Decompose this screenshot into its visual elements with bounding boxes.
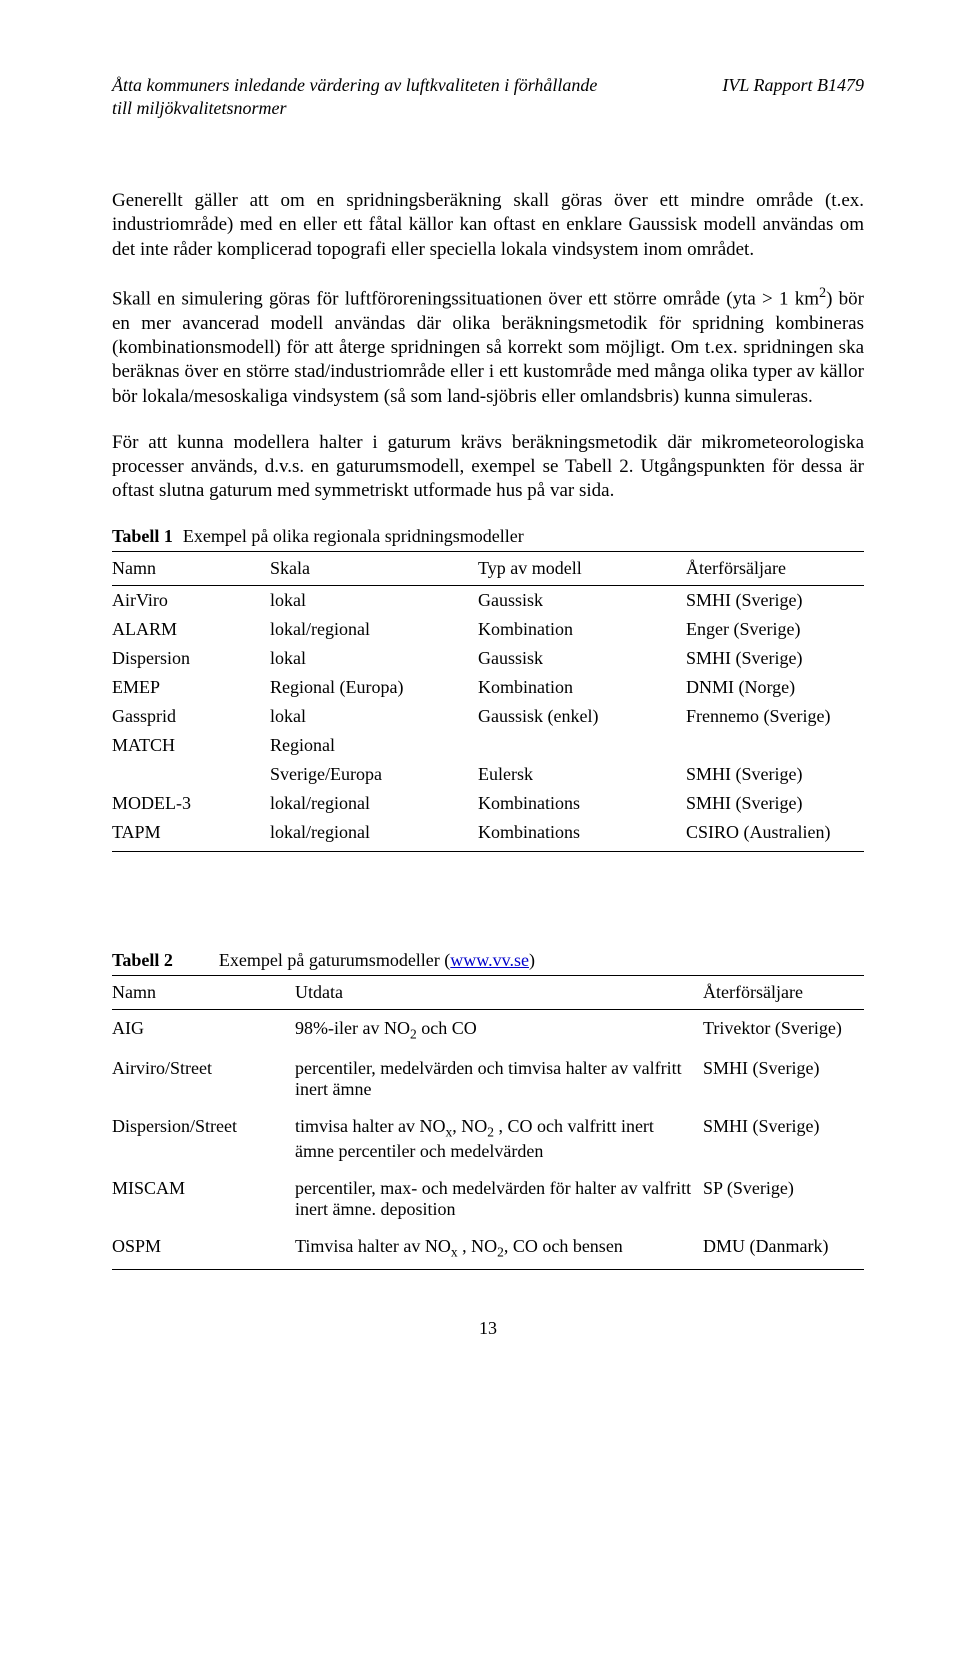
- table-cell: lokal: [270, 702, 478, 731]
- table-row: ALARMlokal/regionalKombinationEnger (Sve…: [112, 615, 864, 644]
- table-row: Sverige/EuropaEulerskSMHI (Sverige): [112, 760, 864, 789]
- caption-label: Tabell 1: [112, 526, 173, 547]
- table-cell: MISCAM: [112, 1170, 295, 1228]
- header-left: Åtta kommuners inledande värdering av lu…: [112, 74, 597, 119]
- table-row: Airviro/Streetpercentiler, medelvärden o…: [112, 1050, 864, 1108]
- table-cell: AirViro: [112, 585, 270, 615]
- table-cell: Dispersion: [112, 644, 270, 673]
- table-header-row: Namn Skala Typ av modell Återförsäljare: [112, 551, 864, 585]
- page-header: Åtta kommuners inledande värdering av lu…: [112, 74, 864, 119]
- header-line2: till miljökvalitetsnormer: [112, 98, 286, 118]
- table-cell: Kombination: [478, 615, 686, 644]
- document-page: Åtta kommuners inledande värdering av lu…: [0, 0, 960, 1399]
- table-cell: percentiler, max- och medelvärden för ha…: [295, 1170, 703, 1228]
- table-cell: lokal/regional: [270, 615, 478, 644]
- table-cell: Kombination: [478, 673, 686, 702]
- table-cell: Gaussisk: [478, 585, 686, 615]
- table-cell: OSPM: [112, 1228, 295, 1269]
- table-cell: Frennemo (Sverige): [686, 702, 864, 731]
- column-header: Typ av modell: [478, 551, 686, 585]
- table-cell: TAPM: [112, 818, 270, 852]
- column-header: Namn: [112, 551, 270, 585]
- table-row: TAPMlokal/regionalKombinationsCSIRO (Aus…: [112, 818, 864, 852]
- body-paragraph: Generellt gäller att om en spridningsber…: [112, 189, 864, 262]
- regional-models-table: Namn Skala Typ av modell Återförsäljare …: [112, 551, 864, 852]
- table-cell: SMHI (Sverige): [686, 789, 864, 818]
- table-cell: lokal/regional: [270, 789, 478, 818]
- table-cell: ALARM: [112, 615, 270, 644]
- caption-label: Tabell 2: [112, 950, 173, 971]
- table-row: MATCHRegional: [112, 731, 864, 760]
- table-cell: Dispersion/Street: [112, 1108, 295, 1170]
- table-cell: Trivektor (Sverige): [703, 1009, 864, 1050]
- table-caption: Tabell 1 Exempel på olika regionala spri…: [112, 526, 864, 547]
- table-cell: SMHI (Sverige): [703, 1050, 864, 1108]
- table-cell: MODEL-3: [112, 789, 270, 818]
- table-cell: Kombinations: [478, 818, 686, 852]
- caption-text: Exempel på olika regionala spridningsmod…: [183, 526, 524, 547]
- column-header: Återförsäljare: [686, 551, 864, 585]
- table-caption: Tabell 2 Exempel på gaturumsmodeller (ww…: [112, 950, 864, 971]
- page-number: 13: [112, 1318, 864, 1339]
- text-fragment: Skall en simulering göras för luftförore…: [112, 288, 819, 309]
- table-cell: Eulersk: [478, 760, 686, 789]
- text-fragment: Exempel på gaturumsmodeller (: [219, 950, 450, 970]
- table-cell: Kombinations: [478, 789, 686, 818]
- table-cell: percentiler, medelvärden och timvisa hal…: [295, 1050, 703, 1108]
- table-cell: SMHI (Sverige): [686, 585, 864, 615]
- caption-text: Exempel på gaturumsmodeller (www.vv.se): [219, 950, 535, 971]
- table-cell: CSIRO (Australien): [686, 818, 864, 852]
- table-cell: Sverige/Europa: [270, 760, 478, 789]
- table-cell: Gaussisk: [478, 644, 686, 673]
- table-cell: lokal/regional: [270, 818, 478, 852]
- table-row: OSPMTimvisa halter av NOx , NO2, CO och …: [112, 1228, 864, 1269]
- street-models-table: Namn Utdata Återförsäljare AIG98%-iler a…: [112, 975, 864, 1270]
- table-cell: SMHI (Sverige): [686, 760, 864, 789]
- column-header: Återförsäljare: [703, 975, 864, 1009]
- link[interactable]: www.vv.se: [450, 950, 529, 970]
- body-paragraph: Skall en simulering göras för luftförore…: [112, 284, 864, 409]
- table-row: AIG98%-iler av NO2 och COTrivektor (Sver…: [112, 1009, 864, 1050]
- table-cell: Airviro/Street: [112, 1050, 295, 1108]
- table-cell: Gaussisk (enkel): [478, 702, 686, 731]
- body-paragraph: För att kunna modellera halter i gaturum…: [112, 431, 864, 504]
- column-header: Skala: [270, 551, 478, 585]
- column-header: Namn: [112, 975, 295, 1009]
- table-cell: EMEP: [112, 673, 270, 702]
- table-cell: DNMI (Norge): [686, 673, 864, 702]
- table-cell: SMHI (Sverige): [703, 1108, 864, 1170]
- header-line1: Åtta kommuners inledande värdering av lu…: [112, 75, 597, 95]
- table-cell: DMU (Danmark): [703, 1228, 864, 1269]
- table-row: GasspridlokalGaussisk (enkel)Frennemo (S…: [112, 702, 864, 731]
- table-cell: [112, 760, 270, 789]
- table-row: MISCAMpercentiler, max- och medelvärden …: [112, 1170, 864, 1228]
- header-right: IVL Rapport B1479: [722, 74, 864, 119]
- column-header: Utdata: [295, 975, 703, 1009]
- table-row: DispersionlokalGaussiskSMHI (Sverige): [112, 644, 864, 673]
- table-cell: lokal: [270, 644, 478, 673]
- table-cell: Regional: [270, 731, 478, 760]
- table-row: MODEL-3lokal/regionalKombinationsSMHI (S…: [112, 789, 864, 818]
- table-header-row: Namn Utdata Återförsäljare: [112, 975, 864, 1009]
- table-cell: AIG: [112, 1009, 295, 1050]
- table-cell: Timvisa halter av NOx , NO2, CO och bens…: [295, 1228, 703, 1269]
- table-cell: Gassprid: [112, 702, 270, 731]
- table-cell: [478, 731, 686, 760]
- table-row: Dispersion/Streettimvisa halter av NOx, …: [112, 1108, 864, 1170]
- table-cell: lokal: [270, 585, 478, 615]
- text-fragment: ): [529, 950, 535, 970]
- table-cell: timvisa halter av NOx, NO2 , CO och valf…: [295, 1108, 703, 1170]
- table-row: AirVirolokalGaussiskSMHI (Sverige): [112, 585, 864, 615]
- table-row: EMEPRegional (Europa)KombinationDNMI (No…: [112, 673, 864, 702]
- table-cell: 98%-iler av NO2 och CO: [295, 1009, 703, 1050]
- table-cell: MATCH: [112, 731, 270, 760]
- table-cell: SP (Sverige): [703, 1170, 864, 1228]
- table-cell: Regional (Europa): [270, 673, 478, 702]
- table-cell: Enger (Sverige): [686, 615, 864, 644]
- table-cell: SMHI (Sverige): [686, 644, 864, 673]
- table-cell: [686, 731, 864, 760]
